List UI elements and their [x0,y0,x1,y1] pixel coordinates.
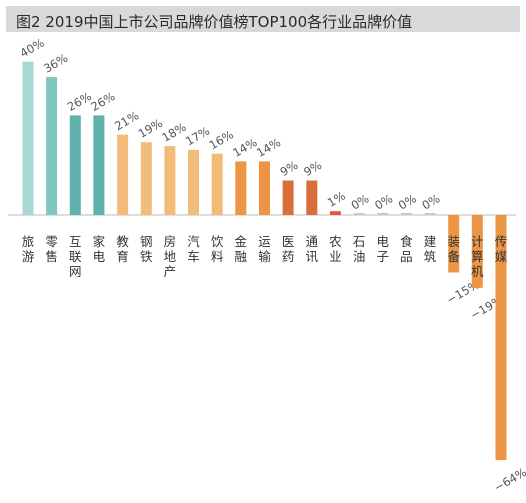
category-label: 互联网 [69,234,82,279]
value-label: 9% [301,158,324,179]
bar [306,180,318,215]
bar [400,213,412,215]
category-label: 电子 [377,234,390,264]
bar [377,213,389,215]
category-label: 饮料 [211,234,224,264]
category-label: 计算机 [471,234,484,279]
bar [424,213,436,215]
title-bar: 图2 2019中国上市公司品牌价值榜TOP100各行业品牌价值 [6,6,520,32]
category-label: 通讯 [306,234,319,264]
bar [69,115,81,215]
value-label: 9% [278,158,301,179]
category-label: 教育 [116,234,129,264]
category-label: 金融 [235,234,248,264]
category-label: 钢铁 [140,234,153,264]
category-label: 建筑 [424,234,437,264]
bar [448,215,460,273]
value-label: 18% [159,120,188,145]
value-label: 0% [372,191,395,212]
category-label: 汽车 [187,234,200,264]
value-label: 0% [420,191,443,212]
bar [235,161,247,215]
bar [329,211,341,215]
bar [140,142,152,215]
value-label: 40% [18,35,47,60]
bar [22,61,34,215]
bar [282,180,294,215]
bar [259,161,270,215]
chart-title: 图2 2019中国上市公司品牌价值榜TOP100各行业品牌价值 [16,13,413,31]
value-label: 36% [41,51,70,76]
category-label: 旅游 [22,234,35,264]
category-label: 农业 [329,234,342,264]
value-label: −64% [492,465,526,495]
bar [93,115,105,215]
value-label: 1% [325,189,348,210]
category-label: 石油 [353,234,366,264]
category-label: 家电 [93,234,106,264]
bar [495,215,507,461]
category-label: 食品 [400,234,413,264]
value-label: 0% [396,191,419,212]
category-label: 运输 [258,234,271,264]
category-label: 传媒 [495,234,508,264]
category-label: 房地产 [164,234,177,279]
bar [46,77,58,215]
bar [471,215,483,288]
bar [211,153,223,215]
category-label: 零售 [45,234,58,264]
value-label: 0% [349,191,372,212]
bar [164,146,176,215]
value-label: 26% [88,89,117,114]
bar [117,134,129,215]
value-label: 17% [183,124,212,149]
category-label: 医药 [282,234,295,264]
value-label: 14% [254,135,283,160]
bar [188,149,199,215]
bar [353,213,365,215]
category-label: 装备 [447,234,460,264]
